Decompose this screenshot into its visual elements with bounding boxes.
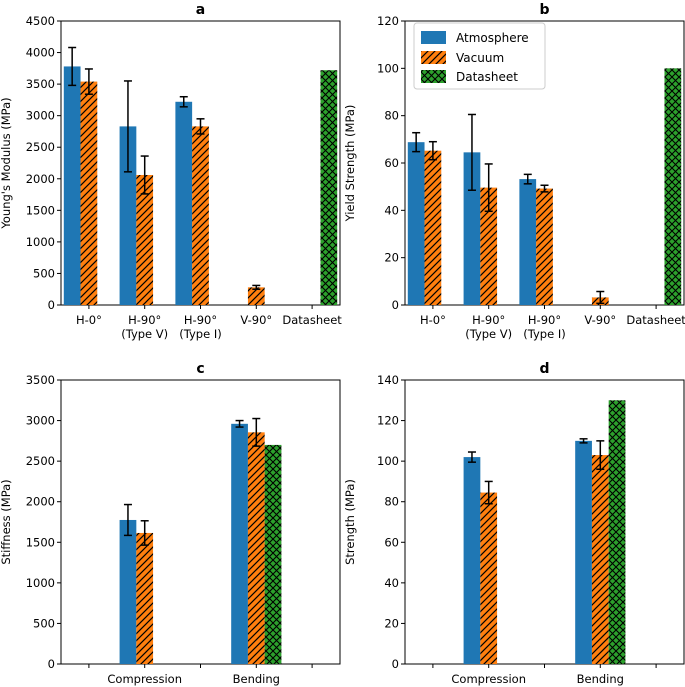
y-tick-label: 1000	[26, 576, 55, 590]
y-tick-label: 40	[384, 576, 399, 590]
bar-vacuum	[247, 432, 265, 664]
y-tick-label: 500	[33, 266, 55, 280]
y-tick-label: 100	[377, 61, 399, 75]
legend-swatch-vacuum	[421, 51, 446, 64]
bar-vacuum	[424, 150, 442, 305]
y-tick-label: 4000	[26, 46, 55, 60]
x-tick-label: Datasheet	[626, 313, 685, 327]
y-tick-label: 80	[384, 109, 399, 123]
bar-vacuum	[536, 188, 553, 305]
y-tick-label: 0	[392, 657, 399, 671]
chart-title: c	[196, 361, 204, 377]
x-tick-label: Datasheet	[282, 313, 342, 327]
bar-vacuum	[480, 187, 498, 305]
bar-vacuum	[80, 81, 98, 305]
panel-b: b 0 20 40 60 80 100 120 Yield Strength (MPa) H-0°…	[343, 2, 685, 341]
legend-label-vacuum: Vacuum	[456, 51, 504, 65]
bar-datasheet	[264, 444, 282, 664]
legend-swatch-datasheet	[421, 70, 446, 83]
x-tick-label: H-90°	[128, 313, 161, 327]
x-tick-label: Compression	[451, 672, 526, 686]
x-tick-label: Compression	[107, 672, 182, 686]
chart-title: b	[539, 2, 549, 18]
axes-frame	[60, 379, 341, 665]
y-tick-label: 4500	[26, 14, 55, 28]
y-tick-label: 500	[33, 616, 55, 630]
x-tick-label: H-0°	[420, 313, 446, 327]
x-tick-label: H-90°	[472, 313, 505, 327]
x-tick-label: V-90°	[584, 313, 616, 327]
x-tick-label: V-90°	[240, 313, 272, 327]
bar-vacuum	[192, 126, 209, 305]
y-tick-label: 80	[384, 495, 399, 509]
bar-atmosphere	[519, 179, 537, 305]
y-tick-label: 120	[377, 14, 399, 28]
x-tick-label: (Type I)	[179, 327, 221, 341]
y-tick-label: 3500	[26, 373, 55, 387]
x-tick-label: (Type V)	[121, 327, 168, 341]
y-tick-label: 1000	[26, 235, 55, 249]
bar-vacuum	[247, 287, 265, 305]
bar-vacuum	[591, 455, 609, 664]
y-tick-label: 3000	[26, 414, 55, 428]
y-tick-label: 40	[384, 203, 399, 217]
y-tick-label: 3500	[26, 77, 55, 91]
axes-frame	[404, 379, 685, 665]
chart-title: a	[196, 2, 205, 18]
y-tick-label: 140	[377, 373, 399, 387]
y-tick-label: 120	[377, 414, 399, 428]
x-tick-label: H-90°	[528, 313, 561, 327]
bar-datasheet	[664, 68, 682, 305]
y-tick-label: 0	[48, 657, 55, 671]
y-tick-label: 2000	[26, 172, 55, 186]
x-tick-label: Bending	[577, 672, 624, 686]
bar-datasheet	[608, 400, 626, 664]
bar-atmosphere	[231, 423, 248, 664]
panel-d: d 0 20 40 60 80 100 120 140 Strength (MPa) Compres…	[343, 361, 685, 686]
bar-atmosphere	[119, 519, 137, 664]
bar-vacuum	[136, 174, 154, 305]
y-axis-label: Yield Strength (MPa)	[343, 105, 357, 223]
y-tick-label: 2500	[26, 454, 55, 468]
bar-atmosphere	[63, 66, 81, 305]
legend-label-atmosphere: Atmosphere	[456, 31, 529, 45]
y-tick-label: 60	[384, 535, 399, 549]
bar-atmosphere	[119, 126, 137, 305]
bar-vacuum	[136, 532, 154, 664]
x-tick-label: (Type V)	[465, 327, 512, 341]
legend-frame	[413, 22, 546, 90]
legend-label-datasheet: Datasheet	[456, 70, 518, 84]
bar-vacuum	[480, 492, 498, 664]
bar-atmosphere	[575, 440, 592, 664]
y-axis-label: Young's Modulus (MPa)	[0, 97, 13, 229]
legend-swatch-atmosphere	[421, 31, 446, 44]
panel-a: a 0 500 1000 1500 2000 2500 3000 3500 4000 4500 You…	[0, 2, 342, 341]
chart-title: d	[539, 361, 549, 377]
bar-atmosphere	[407, 142, 425, 305]
x-tick-label: Bending	[233, 672, 280, 686]
bar-datasheet	[320, 70, 338, 305]
y-tick-label: 0	[392, 298, 399, 312]
bar-atmosphere	[463, 457, 481, 664]
bar-atmosphere	[175, 101, 193, 305]
y-tick-label: 60	[384, 156, 399, 170]
x-tick-label: H-0°	[76, 313, 102, 327]
y-tick-label: 3000	[26, 109, 55, 123]
y-axis-label: Stiffness (MPa)	[0, 479, 13, 564]
legend: Atmosphere Vacuum Datasheet	[413, 22, 546, 90]
y-tick-label: 2500	[26, 140, 55, 154]
panel-c: c 0 500 1000 1500 2000 2500 3000 3500 Stiffness (…	[0, 361, 341, 686]
y-tick-label: 100	[377, 454, 399, 468]
x-tick-label: (Type I)	[523, 327, 565, 341]
bar-atmosphere	[463, 152, 481, 305]
x-tick-label: H-90°	[184, 313, 217, 327]
y-axis-label: Strength (MPa)	[343, 479, 357, 565]
y-tick-label: 20	[384, 616, 399, 630]
y-tick-label: 1500	[26, 535, 55, 549]
y-tick-label: 1500	[26, 203, 55, 217]
y-tick-label: 0	[48, 298, 55, 312]
y-tick-label: 2000	[26, 495, 55, 509]
y-tick-label: 20	[384, 251, 399, 265]
